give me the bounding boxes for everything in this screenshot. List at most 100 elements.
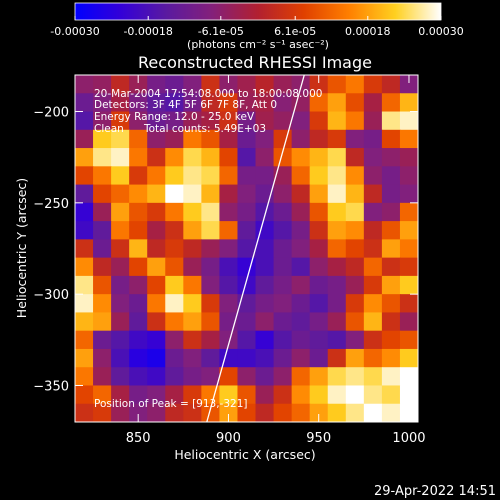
heatmap-cell: [93, 202, 112, 222]
heatmap-cell: [165, 184, 184, 204]
heatmap-cell: [111, 184, 130, 204]
heatmap-cell: [93, 111, 112, 131]
heatmap-cell: [255, 403, 275, 422]
heatmap-cell: [183, 166, 202, 186]
heatmap-cell: [219, 184, 239, 204]
heatmap-cell: [183, 93, 202, 113]
heatmap-cell: [129, 294, 148, 314]
colorbar-units-label: (photons cm⁻² s⁻¹ asec⁻²): [187, 38, 329, 51]
plot-frame: [74, 74, 419, 423]
heatmap-cell: [93, 330, 112, 350]
heatmap-cell: [201, 239, 221, 259]
heatmap-cell: [399, 275, 418, 295]
heatmap-cell: [219, 202, 239, 222]
heatmap-cell: [219, 330, 239, 350]
heatmap-cell: [111, 257, 130, 277]
heatmap-cell: [129, 221, 148, 240]
heatmap-cell: [327, 239, 347, 259]
colorbar-tick-label: -6.1e-05: [198, 25, 244, 38]
heatmap-cell: [363, 129, 383, 149]
heatmap-cell: [345, 275, 365, 295]
heatmap-cell: [381, 239, 401, 259]
heatmap-cell: [381, 348, 401, 368]
heatmap-cell: [111, 111, 130, 131]
heatmap-cell: [183, 129, 202, 149]
heatmap-cell: [147, 312, 166, 332]
heatmap-cell: [381, 148, 401, 167]
heatmap-cell: [93, 166, 112, 186]
heatmap-cell: [399, 348, 418, 368]
heatmap-cell: [237, 202, 257, 222]
heatmap-cell: [291, 166, 311, 186]
heatmap-cell: [219, 166, 239, 186]
heatmap-cell: [381, 202, 401, 222]
heatmap-cell: [399, 166, 418, 186]
heatmap-cell: [93, 385, 112, 405]
heatmap-cell: [237, 367, 257, 387]
heatmap-cell: [111, 148, 130, 167]
colorbar-tick-label: 0.00030: [418, 25, 464, 38]
heatmap-cell: [183, 312, 202, 332]
heatmap-cell: [183, 385, 202, 405]
heatmap-cell: [219, 148, 239, 167]
x-tick-label: 900: [216, 431, 241, 446]
heatmap-cell: [273, 221, 293, 240]
heatmap-cell: [273, 129, 293, 149]
heatmap-cell: [273, 166, 293, 186]
heatmap-cell: [255, 202, 275, 222]
heatmap-cell: [309, 221, 329, 240]
heatmap-cell: [237, 93, 257, 113]
heatmap-cell: [291, 148, 311, 167]
heatmap-cell: [399, 403, 418, 422]
heatmap-cell: [255, 93, 275, 113]
heatmap-cell: [165, 294, 184, 314]
heatmap-cell: [255, 148, 275, 167]
heatmap-cell: [93, 75, 112, 94]
heatmap-cell: [363, 312, 383, 332]
heatmap-cell: [183, 75, 202, 94]
heatmap-cell: [381, 111, 401, 131]
heatmap-cell: [399, 111, 418, 131]
heatmap-cell: [75, 385, 94, 405]
heatmap-cell: [183, 257, 202, 277]
heatmap-cell: [147, 330, 166, 350]
heatmap-cell: [111, 403, 130, 422]
heatmap-cell: [219, 93, 239, 113]
heatmap-cell: [399, 294, 418, 314]
heatmap-cell: [129, 275, 148, 295]
heatmap-cell: [75, 330, 94, 350]
heatmap-cell: [291, 367, 311, 387]
heatmap-cell: [129, 202, 148, 222]
heatmap-cell: [399, 184, 418, 204]
heatmap-cell: [255, 385, 275, 405]
heatmap-cell: [291, 221, 311, 240]
heatmap-cell: [75, 184, 94, 204]
heatmap-cell: [381, 184, 401, 204]
heatmap-cell: [363, 403, 383, 422]
heatmap-cell: [309, 294, 329, 314]
heatmap-cell: [129, 184, 148, 204]
heatmap-cell: [399, 75, 418, 94]
heatmap-cell: [255, 221, 275, 240]
heatmap-cell: [165, 257, 184, 277]
heatmap-cell: [111, 166, 130, 186]
y-tick-label: −350: [33, 379, 69, 394]
heatmap-cell: [255, 330, 275, 350]
heatmap-cell: [291, 385, 311, 405]
heatmap-cell: [255, 348, 275, 368]
heatmap-cell: [273, 202, 293, 222]
heatmap-cell: [201, 330, 221, 350]
heatmap-cell: [201, 111, 221, 131]
heatmap-cell: [165, 166, 184, 186]
heatmap-cell: [273, 275, 293, 295]
heatmap-cell: [255, 275, 275, 295]
heatmap-cell: [273, 294, 293, 314]
heatmap-cell: [147, 184, 166, 204]
heatmap-cell: [363, 93, 383, 113]
heatmap-cell: [327, 148, 347, 167]
heatmap-cell: [75, 257, 94, 277]
heatmap-cell: [201, 93, 221, 113]
heatmap-cell: [237, 239, 257, 259]
heatmap-cell: [237, 348, 257, 368]
heatmap-cell: [183, 367, 202, 387]
